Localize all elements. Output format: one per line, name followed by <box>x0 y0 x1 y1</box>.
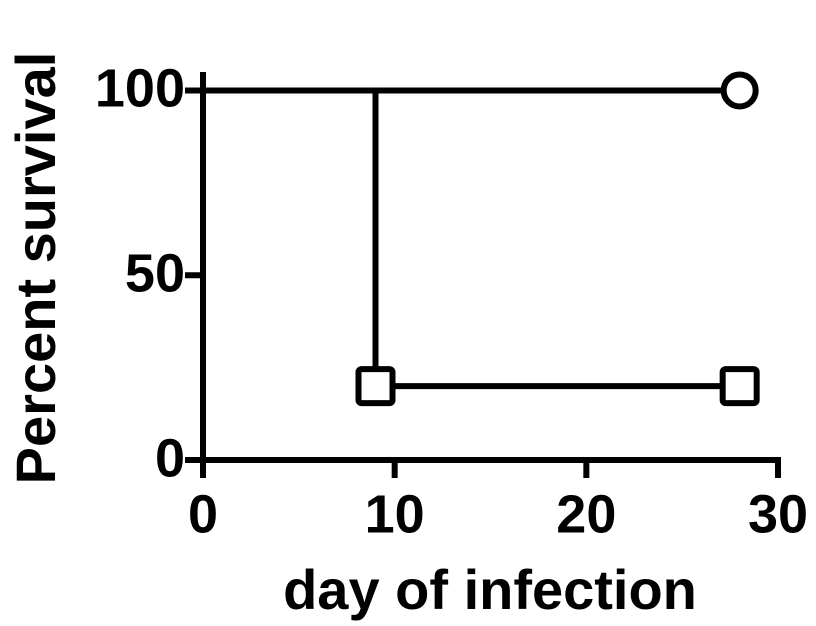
marker <box>720 71 759 110</box>
y-axis-label: Percent survival <box>4 52 67 485</box>
marker <box>719 366 760 407</box>
x-axis-label: day of infection <box>283 558 697 621</box>
x-tick-label: 0 <box>188 484 218 544</box>
x-tick-label: 10 <box>365 484 425 544</box>
y-tick-label: 50 <box>125 244 185 304</box>
y-tick-label: 100 <box>95 59 185 119</box>
x-tick-label: 20 <box>556 484 616 544</box>
marker <box>355 366 396 407</box>
x-tick-label: 30 <box>748 484 808 544</box>
y-tick-label: 0 <box>155 428 185 488</box>
survival-line <box>203 87 740 390</box>
